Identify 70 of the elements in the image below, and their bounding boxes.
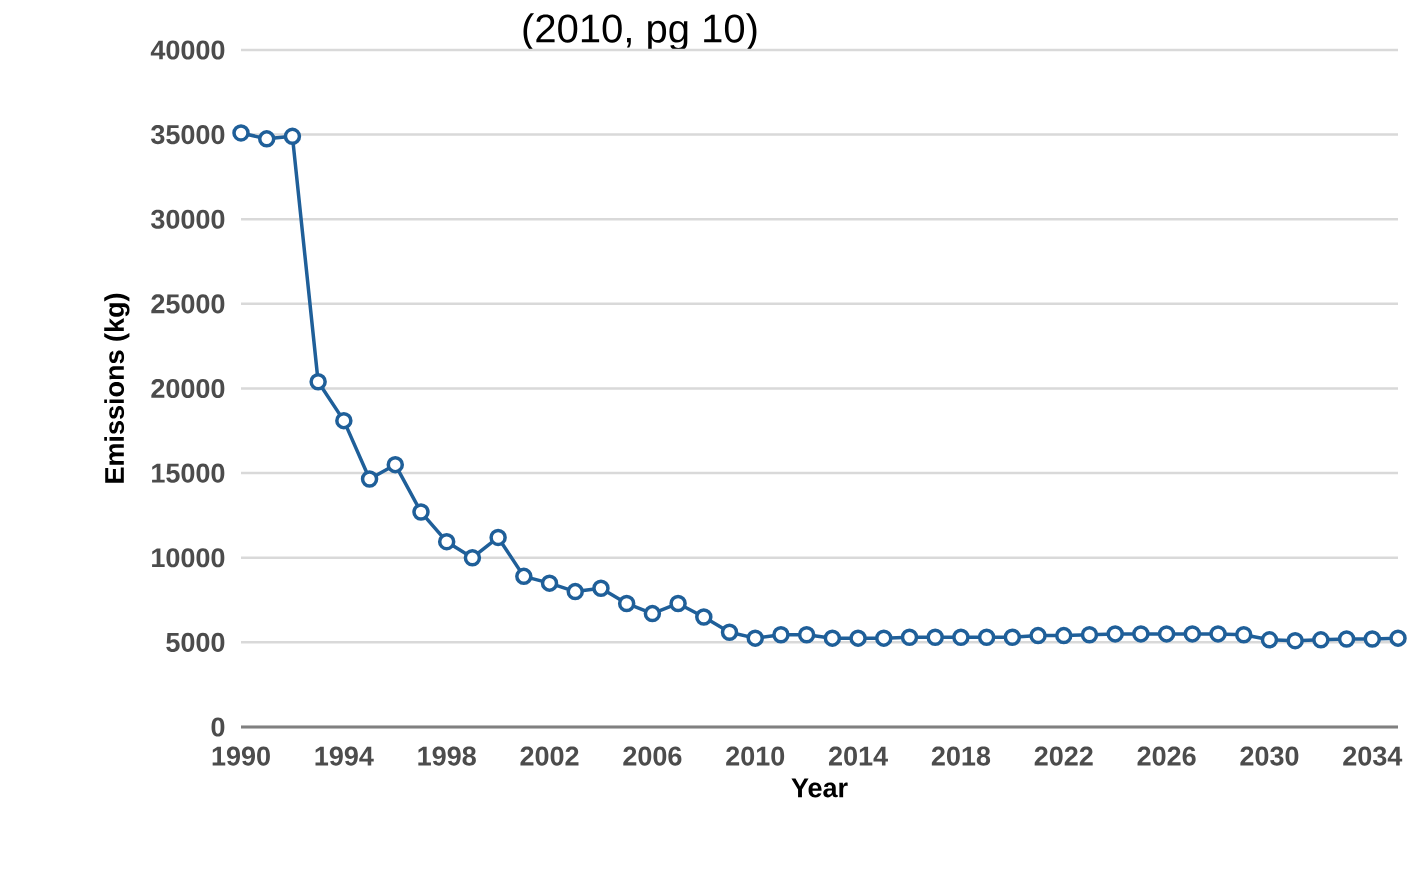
y-tick-label: 10000 xyxy=(152,548,225,568)
point xyxy=(283,127,302,146)
x-tick-label: 2006 xyxy=(623,746,682,766)
x-axis-title: Year xyxy=(791,778,848,798)
x-tick-label: 1994 xyxy=(315,746,374,766)
point xyxy=(232,124,250,142)
point xyxy=(257,130,276,148)
point xyxy=(1183,625,1202,643)
point xyxy=(1055,626,1073,645)
point xyxy=(360,470,379,488)
point xyxy=(1234,626,1253,644)
point xyxy=(592,579,610,597)
x-tick-label: 2034 xyxy=(1343,746,1403,766)
x-tick-label: 1998 xyxy=(418,746,476,766)
point xyxy=(1312,631,1330,649)
point xyxy=(309,372,327,391)
point xyxy=(1389,629,1407,647)
point xyxy=(772,626,790,644)
point xyxy=(669,594,687,613)
point xyxy=(1363,630,1382,648)
point xyxy=(746,629,764,647)
x-tick-label: 2022 xyxy=(1034,746,1093,766)
x-tick-label: 2002 xyxy=(520,746,579,766)
point xyxy=(437,532,456,551)
x-tick-label: 2026 xyxy=(1137,746,1196,766)
point xyxy=(515,567,533,586)
point xyxy=(386,455,405,474)
y-tick-label: 25000 xyxy=(151,294,225,314)
chart-title: (2010, pg 10) xyxy=(523,13,757,51)
y-tick-label: 40000 xyxy=(150,40,225,60)
point xyxy=(1003,628,1022,647)
y-tick-label: 5000 xyxy=(166,632,225,652)
x-tick-label: 2014 xyxy=(828,746,888,766)
point xyxy=(952,628,970,647)
x-tick-label: 2018 xyxy=(931,746,991,766)
point xyxy=(1029,626,1047,645)
point xyxy=(849,629,867,647)
point xyxy=(695,608,713,626)
point xyxy=(900,628,919,647)
point xyxy=(643,604,662,623)
point xyxy=(797,626,816,644)
point xyxy=(1286,631,1304,650)
point xyxy=(977,628,996,647)
point xyxy=(1157,625,1176,643)
point xyxy=(1337,630,1356,648)
point xyxy=(566,582,584,601)
point xyxy=(823,629,842,647)
point xyxy=(1260,631,1279,649)
point xyxy=(463,549,482,567)
y-tick-label: 0 xyxy=(211,717,225,737)
y-tick-label: 35000 xyxy=(151,125,225,145)
point xyxy=(1080,626,1099,644)
point xyxy=(1209,625,1227,643)
y-tick-label: 15000 xyxy=(152,463,225,483)
point xyxy=(335,411,353,430)
point xyxy=(540,574,559,592)
y-tick-label: 20000 xyxy=(151,378,225,399)
point xyxy=(412,503,430,521)
point xyxy=(1132,625,1150,643)
point xyxy=(720,623,739,641)
point xyxy=(926,628,944,647)
point xyxy=(617,594,636,613)
y-tick-label: 30000 xyxy=(151,209,225,229)
x-tick-label: 1990 xyxy=(212,746,270,766)
point xyxy=(875,629,893,647)
x-tick-label: 2010 xyxy=(726,746,785,766)
point xyxy=(489,528,507,547)
point xyxy=(1106,625,1124,643)
y-axis-title: Emissions (kg) xyxy=(104,293,130,483)
x-tick-label: 2030 xyxy=(1240,746,1299,766)
